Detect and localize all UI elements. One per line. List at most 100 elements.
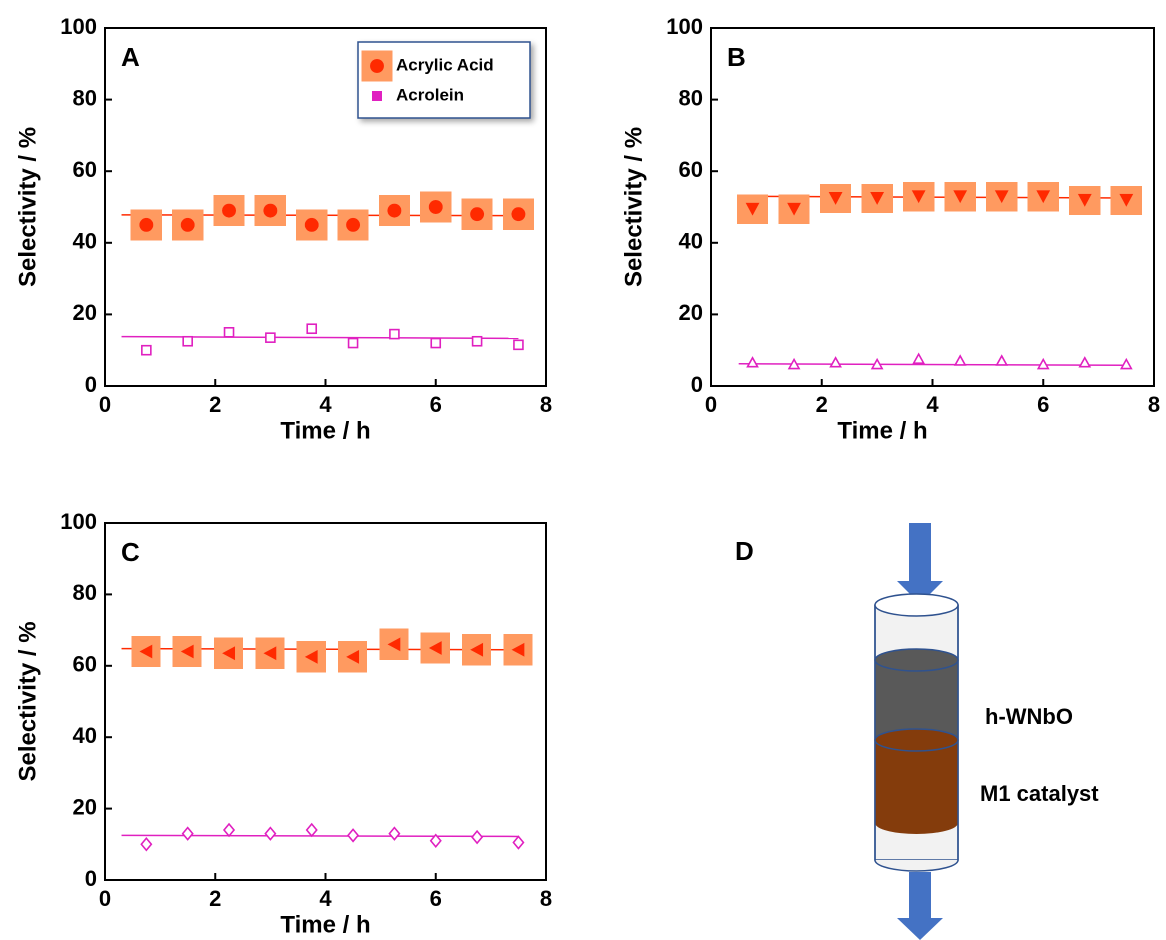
point — [263, 203, 278, 218]
y-tick-label: 0 — [691, 372, 703, 397]
plot-frame — [104, 522, 547, 881]
point — [265, 332, 276, 343]
y-tick-label: 80 — [73, 580, 97, 605]
point — [512, 835, 525, 850]
point — [304, 649, 318, 664]
y-tick-label: 60 — [73, 157, 97, 182]
trend-line — [738, 363, 1127, 366]
x-tick-label: 4 — [319, 886, 332, 911]
trend-line — [121, 834, 519, 838]
point — [347, 337, 359, 349]
point — [787, 202, 802, 216]
x-tick-label: 2 — [209, 392, 221, 417]
panel-label: D — [735, 536, 754, 566]
legend-label: Acrolein — [396, 85, 464, 104]
point — [1119, 357, 1133, 370]
point — [429, 833, 442, 848]
point — [471, 829, 484, 845]
x-tick-label: 6 — [1037, 392, 1049, 417]
plot-frame — [104, 27, 547, 387]
point — [139, 644, 153, 659]
arrow-out-head — [897, 918, 943, 940]
trend-line — [121, 647, 519, 651]
point — [180, 217, 195, 232]
legend-marker — [370, 59, 384, 73]
arrow-in — [909, 523, 931, 581]
point — [828, 192, 843, 206]
plot-frame — [710, 27, 1155, 387]
point — [387, 637, 401, 652]
y-axis-label: Selectivity / % — [14, 127, 41, 287]
panel-label: C — [121, 537, 140, 567]
y-tick-label: 20 — [73, 300, 97, 325]
point — [471, 335, 483, 347]
point — [222, 822, 236, 838]
legend-box — [357, 41, 531, 119]
column-top — [874, 593, 959, 617]
point — [912, 352, 926, 364]
point — [141, 344, 152, 356]
point — [263, 646, 277, 661]
point — [304, 217, 319, 232]
point — [829, 356, 842, 368]
y-tick-label: 0 — [85, 372, 97, 397]
point — [428, 200, 443, 214]
point — [223, 326, 235, 338]
point — [1077, 193, 1092, 207]
x-tick-label: 8 — [540, 392, 552, 417]
panel-label: A — [121, 42, 140, 72]
point — [1036, 190, 1051, 204]
y-axis-label: Selectivity / % — [14, 621, 41, 781]
panel: 0 20 40 60 80 100 0 2 4 6 8 Time / h Selectivity / %… — [14, 14, 552, 445]
column-bottom — [874, 859, 959, 872]
point — [953, 190, 968, 204]
point — [139, 217, 154, 232]
y-tick-label: 80 — [679, 85, 703, 110]
x-tick-label: 0 — [99, 886, 111, 911]
point — [513, 339, 524, 351]
point — [511, 642, 525, 657]
arrow-in-head — [897, 581, 943, 604]
x-tick-label: 2 — [816, 392, 828, 417]
x-tick-label: 6 — [430, 392, 442, 417]
point — [911, 190, 926, 204]
point — [306, 323, 318, 335]
point — [470, 642, 484, 657]
point — [994, 190, 1009, 204]
y-tick-label: 60 — [73, 652, 97, 677]
legend-label: Acrylic Acid — [396, 55, 494, 74]
y-tick-label: 80 — [73, 85, 97, 110]
point — [511, 207, 526, 222]
y-tick-label: 20 — [679, 300, 703, 325]
x-axis-label: Time / h — [837, 417, 927, 444]
point — [1078, 356, 1092, 368]
x-tick-label: 0 — [99, 392, 111, 417]
point — [995, 354, 1009, 366]
point — [746, 356, 759, 368]
layer-edge — [874, 728, 959, 752]
point — [181, 826, 194, 841]
y-tick-label: 40 — [679, 229, 703, 254]
trend-line — [121, 335, 519, 340]
y-tick-label: 100 — [666, 14, 703, 39]
diagram: D h-WNbO M1 catalyst — [735, 523, 1099, 940]
x-axis-label: Time / h — [280, 417, 370, 444]
point — [870, 357, 884, 370]
point — [182, 335, 193, 347]
x-tick-label: 0 — [705, 392, 717, 417]
point — [1036, 357, 1050, 370]
point — [953, 354, 967, 366]
arrow-out — [909, 872, 931, 920]
y-tick-label: 100 — [60, 14, 97, 39]
panel-label: B — [727, 42, 746, 72]
point — [347, 828, 360, 843]
trend-line — [121, 214, 519, 217]
y-tick-label: 100 — [60, 509, 97, 534]
x-axis-label: Time / h — [280, 911, 370, 938]
x-tick-label: 2 — [209, 886, 221, 911]
point — [428, 640, 442, 655]
x-tick-label: 8 — [540, 886, 552, 911]
point — [389, 328, 400, 340]
y-tick-label: 20 — [73, 794, 97, 819]
y-tick-label: 60 — [679, 157, 703, 182]
